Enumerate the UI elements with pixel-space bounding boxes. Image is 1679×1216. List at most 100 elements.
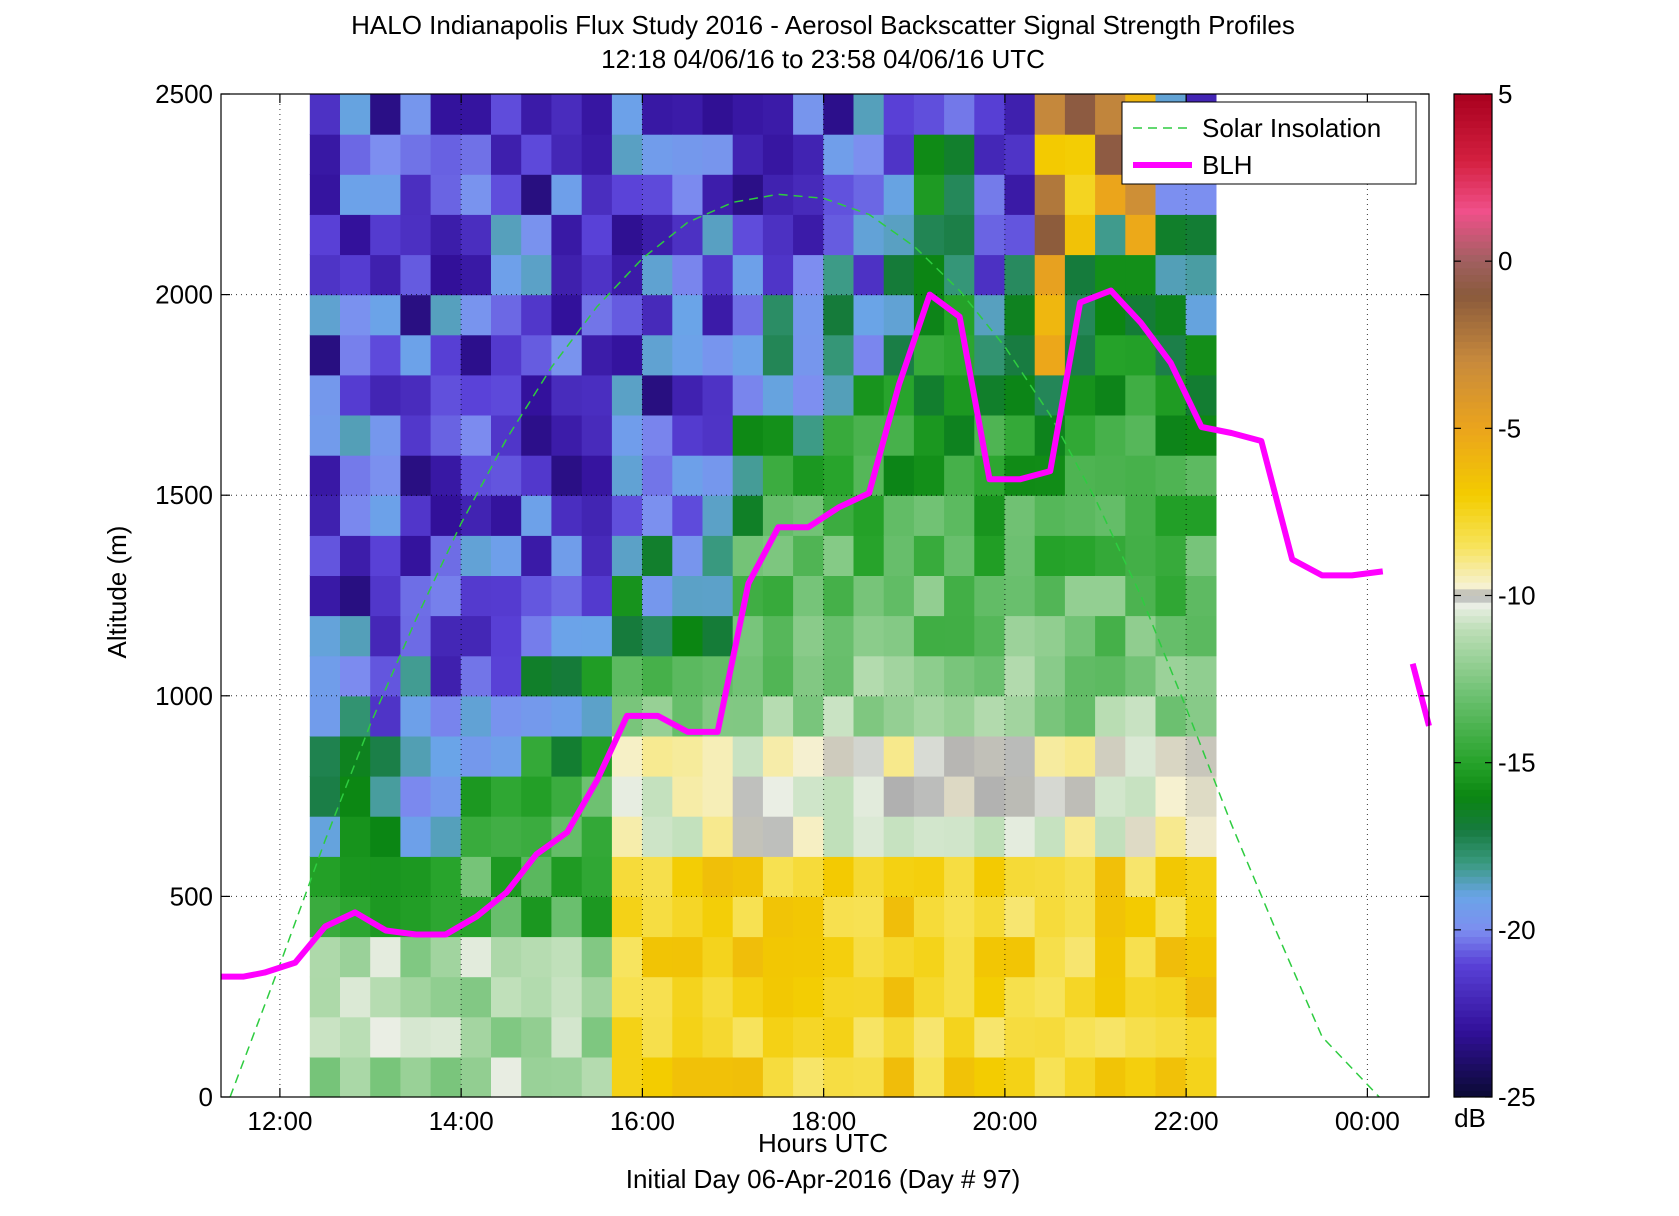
colorbar-segment: [1454, 555, 1492, 563]
heatmap-cell: [732, 134, 764, 175]
colorbar-segment: [1454, 602, 1492, 610]
heatmap-cell: [1095, 816, 1126, 857]
heatmap-cell: [642, 1056, 673, 1098]
colorbar-segment: [1454, 762, 1492, 770]
heatmap-cell: [823, 214, 855, 256]
heatmap-cell: [551, 856, 583, 897]
heatmap-cell: [309, 455, 341, 496]
heatmap-cell: [400, 655, 432, 697]
heatmap-cell: [944, 535, 975, 576]
heatmap-cell: [1125, 816, 1157, 857]
heatmap-cell: [732, 776, 764, 817]
heatmap-cell: [672, 976, 704, 1018]
heatmap-cell: [370, 455, 401, 496]
heatmap-cell: [732, 94, 764, 135]
heatmap-cell: [551, 735, 583, 777]
heatmap-cell: [1155, 455, 1187, 496]
heatmap-cell: [1095, 735, 1126, 777]
heatmap-cell: [823, 976, 855, 1018]
heatmap-cell: [611, 374, 643, 416]
heatmap-cell: [1095, 334, 1126, 376]
heatmap-cell: [913, 94, 945, 135]
heatmap-cell: [672, 1016, 704, 1058]
heatmap-cell: [642, 334, 673, 376]
heatmap-cell: [430, 134, 462, 175]
heatmap-cell: [1064, 94, 1096, 135]
colorbar-segment: [1454, 1003, 1492, 1011]
heatmap-cell: [762, 655, 794, 697]
heatmap-cell: [430, 495, 462, 536]
heatmap-cell: [370, 816, 401, 857]
colorbar-segment: [1454, 782, 1492, 790]
heatmap-cell: [883, 695, 915, 737]
heatmap-cell: [702, 856, 734, 897]
heatmap-cell: [853, 936, 885, 978]
heatmap-cell: [370, 856, 401, 897]
heatmap-cell: [672, 455, 704, 496]
heatmap-cell: [944, 1056, 975, 1098]
heatmap-cell: [793, 896, 824, 938]
heatmap-cell: [400, 776, 432, 817]
colorbar-segment: [1454, 976, 1492, 984]
heatmap-cell: [340, 214, 371, 256]
heatmap-cell: [732, 254, 764, 296]
heatmap-cell: [672, 374, 704, 416]
heatmap-cell: [732, 495, 764, 536]
colorbar-segment: [1454, 94, 1492, 102]
heatmap-cell: [611, 816, 643, 857]
heatmap-cell: [1095, 936, 1126, 978]
heatmap-cell: [944, 214, 975, 256]
heatmap-cell: [340, 174, 371, 215]
colorbar-segment: [1454, 916, 1492, 924]
heatmap-cell: [853, 495, 885, 536]
heatmap-cell: [430, 455, 462, 496]
heatmap-cell: [460, 735, 492, 777]
heatmap-cell: [1004, 334, 1036, 376]
heatmap-cell: [1034, 776, 1066, 817]
heatmap-cell: [400, 254, 432, 296]
heatmap-cell: [521, 174, 552, 215]
heatmap-cell: [491, 374, 522, 416]
heatmap-cell: [521, 495, 552, 536]
heatmap-cell: [944, 816, 975, 857]
colorbar-segment: [1454, 595, 1492, 603]
colorbar-segment: [1454, 729, 1492, 737]
heatmap-cell: [309, 816, 341, 857]
heatmap-cell: [400, 495, 432, 536]
heatmap-cell: [581, 94, 613, 135]
heatmap-cell: [430, 254, 462, 296]
heatmap-cell: [642, 615, 673, 657]
heatmap-cell: [1155, 495, 1187, 536]
heatmap-cell: [340, 735, 371, 777]
colorbar-tick-label: 0: [1498, 246, 1512, 276]
heatmap-cell: [551, 254, 583, 296]
heatmap-cell: [702, 1016, 734, 1058]
heatmap-cell: [1185, 334, 1217, 376]
heatmap-cell: [1155, 1016, 1187, 1058]
heatmap-cell: [430, 776, 462, 817]
heatmap-cell: [309, 254, 341, 296]
heatmap-cell: [1095, 174, 1126, 215]
heatmap-cell: [883, 535, 915, 576]
heatmap-cell: [762, 94, 794, 135]
colorbar-segment: [1454, 655, 1492, 663]
heatmap-cell: [581, 1016, 613, 1058]
heatmap-cell: [430, 615, 462, 657]
heatmap-cell: [1125, 856, 1157, 897]
colorbar-segment: [1454, 180, 1492, 189]
heatmap-cell: [944, 735, 975, 777]
heatmap-cell: [823, 896, 855, 938]
heatmap-cell: [611, 495, 643, 536]
colorbar-segment: [1454, 836, 1492, 844]
heatmap-cell: [491, 174, 522, 215]
colorbar-segment: [1454, 923, 1492, 931]
colorbar-segment: [1454, 682, 1492, 690]
heatmap-cell: [672, 254, 704, 296]
heatmap-cell: [551, 1016, 583, 1058]
heatmap-cell: [611, 1016, 643, 1058]
colorbar-segment: [1454, 695, 1492, 703]
heatmap-cell: [732, 976, 764, 1018]
heatmap-cell: [642, 575, 673, 617]
heatmap-cell: [460, 655, 492, 697]
heatmap-cell: [853, 254, 885, 296]
